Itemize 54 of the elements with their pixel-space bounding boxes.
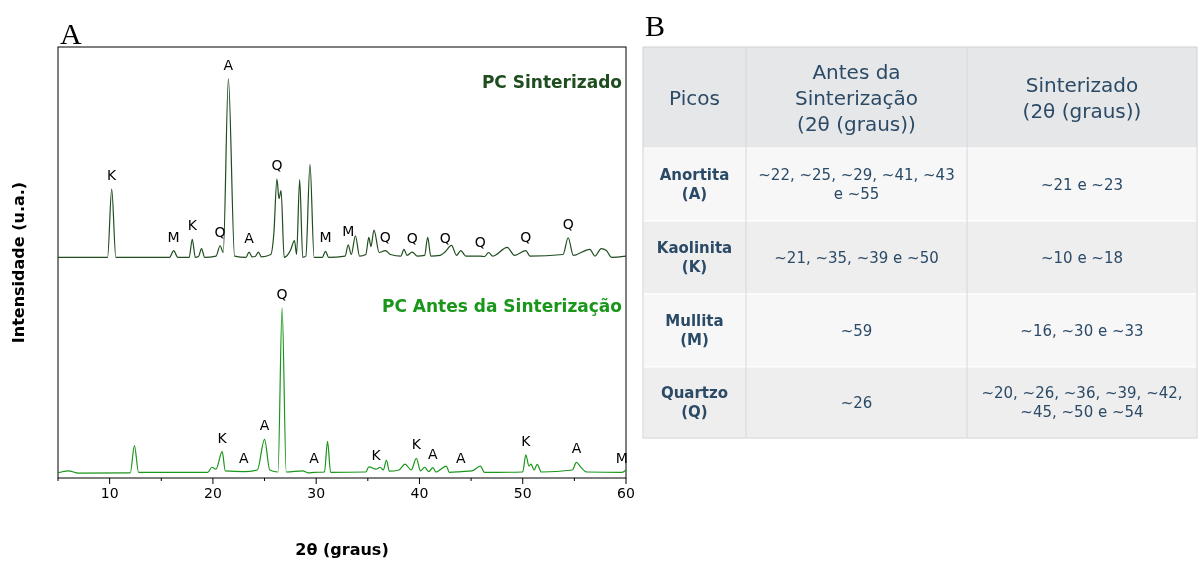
x-tick-label: 20 [204, 485, 222, 501]
annotation: Q [562, 215, 574, 232]
x-tick-label: 30 [307, 485, 326, 501]
annotation: M [615, 450, 628, 467]
text: PC Antes da Sinterização [381, 296, 622, 316]
category-label: Sinterizado (2θ (graus)) [1022, 72, 1142, 123]
category-label: Mullita (M) [665, 311, 724, 350]
text: PC Sinterizado [481, 72, 622, 92]
text: ~20, ~26, ~36, ~39, ~42, ~45, ~50 e ~54 [981, 383, 1183, 422]
x-tick-label: 10 [100, 485, 119, 501]
annotation: Q [520, 228, 532, 245]
annotation: A [223, 56, 234, 73]
text: ~10 e ~18 [1040, 248, 1124, 267]
annotation: K [521, 432, 532, 449]
x-tick-label: 50 [513, 485, 532, 501]
annotation: Q [474, 234, 486, 251]
annotation: A [428, 445, 439, 462]
category-label: Antes da Sinterização (2θ (graus)) [794, 59, 919, 136]
annotation: K [107, 167, 118, 184]
annotation: M [342, 222, 355, 239]
category-label: Kaolinita (K) [656, 238, 733, 277]
annotation: A [239, 449, 250, 466]
annotation: K [217, 429, 228, 446]
x-axis-title: 2θ (graus) [295, 540, 389, 559]
annotation: A [571, 440, 582, 457]
text: ~16, ~30 e ~33 [1020, 321, 1144, 340]
text: ~22, ~25, ~29, ~41, ~43 e ~55 [758, 165, 955, 204]
annotation: A [455, 449, 466, 466]
category-label: Picos [669, 85, 720, 110]
text: ~59 [840, 321, 873, 340]
annotation: Q [439, 229, 451, 246]
annotation: Q [214, 223, 226, 240]
text: ~21, ~35, ~39 e ~50 [774, 248, 939, 267]
chart-title: A [60, 17, 82, 50]
y-axis-title: Intensidade (u.a.) [9, 181, 28, 344]
text: B [645, 9, 666, 42]
annotation: Q [379, 228, 391, 245]
text: ~21 e ~23 [1040, 175, 1124, 194]
annotation: Q [276, 285, 288, 302]
annotation: Q [406, 230, 418, 247]
annotation: A [244, 230, 255, 247]
annotation: K [371, 447, 382, 464]
annotation: M [319, 229, 332, 246]
annotation: Q [271, 157, 283, 174]
annotation: M [167, 228, 180, 245]
x-tick-label: 60 [617, 485, 635, 501]
annotation: A [309, 450, 320, 467]
annotation: A [259, 417, 270, 434]
text: ~26 [840, 393, 873, 412]
x-tick-label: 40 [410, 485, 429, 501]
annotation: K [187, 217, 198, 234]
category-label: Anortita (A) [659, 165, 730, 204]
annotation: K [411, 436, 422, 453]
category-label: Quartzo (Q) [660, 383, 729, 422]
